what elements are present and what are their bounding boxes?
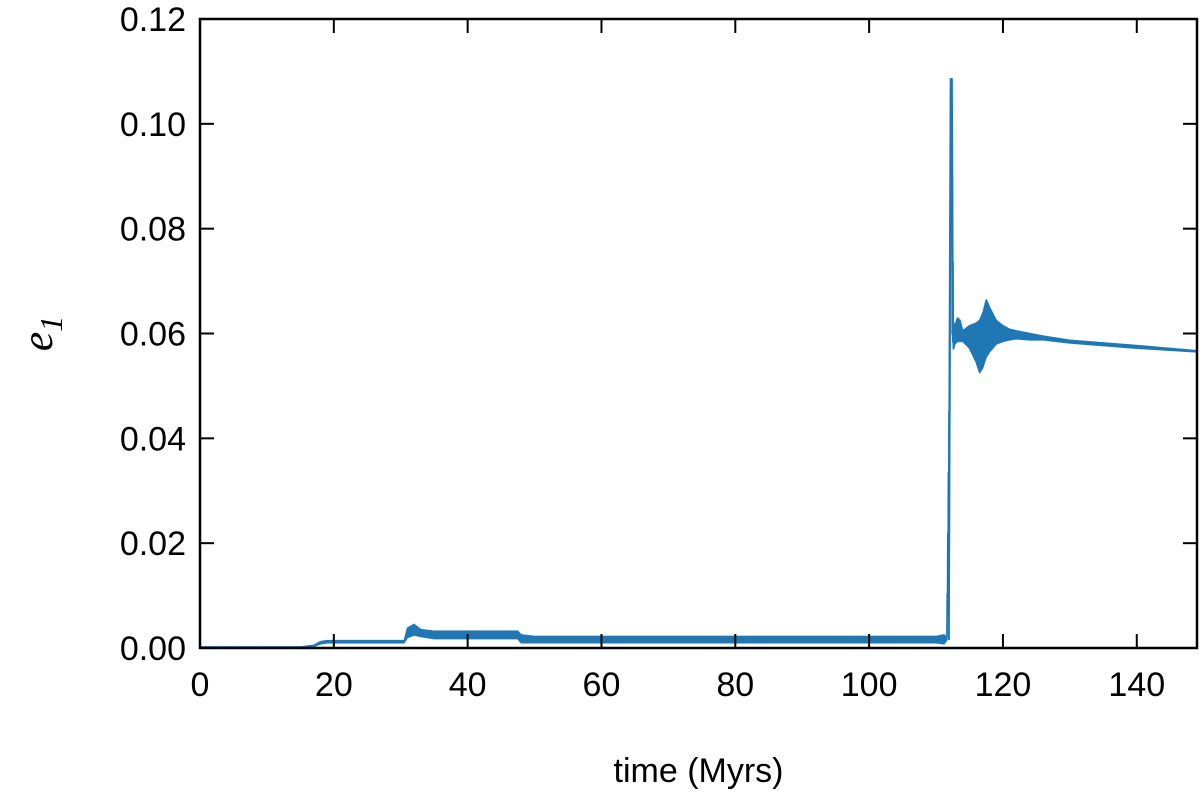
- x-tick-label: 20: [315, 666, 353, 704]
- y-tick-label: 0.06: [120, 316, 186, 354]
- plot-area: [199, 78, 1198, 649]
- series-line: [199, 94, 1198, 649]
- y-tick-label: 0.12: [120, 1, 186, 39]
- x-tick-label: 60: [583, 666, 621, 704]
- x-tick-label: 140: [1108, 666, 1165, 704]
- x-tick-label: 40: [449, 666, 487, 704]
- x-tick-label: 0: [191, 666, 210, 704]
- y-tick-label: 0.10: [120, 106, 186, 144]
- x-tick-label: 120: [975, 666, 1032, 704]
- y-tick-label: 0.04: [120, 420, 186, 458]
- y-axis-title-subscript: 1: [33, 316, 69, 332]
- x-tick-label: 100: [841, 666, 898, 704]
- x-tick-label: 80: [716, 666, 754, 704]
- x-axis-title: time (Myrs): [614, 752, 784, 790]
- y-axis-title-symbol: e: [13, 332, 62, 352]
- y-tick-label: 0.00: [120, 630, 186, 668]
- x-axis: 0 20 40 60 80 100 120 140: [191, 19, 1165, 704]
- y-tick-label: 0.02: [120, 525, 186, 563]
- y-axis: 0.00 0.02 0.04 0.06 0.08 0.10 0.12: [120, 1, 1197, 668]
- series-spike: [947, 78, 956, 641]
- y-tick-label: 0.08: [120, 211, 186, 249]
- y-axis-title: e1: [13, 316, 69, 352]
- plot-frame: [198, 17, 1199, 650]
